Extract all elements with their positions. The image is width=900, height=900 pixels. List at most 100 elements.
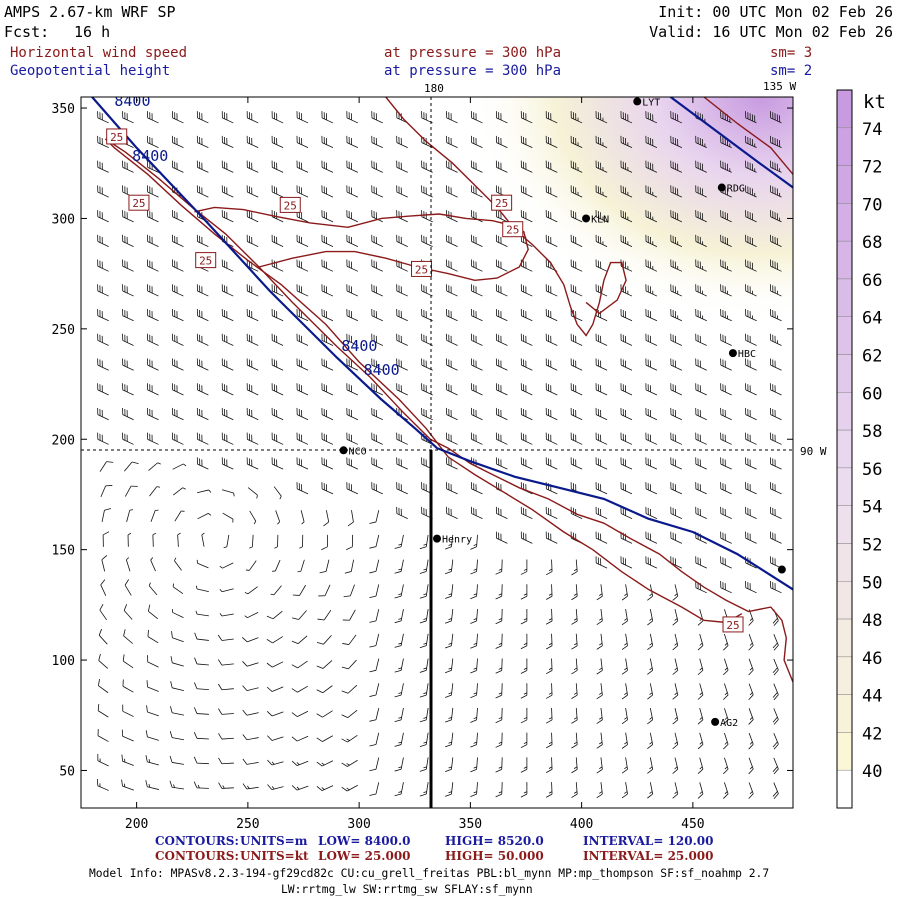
- wind-barb: [346, 534, 353, 551]
- wind-barb: [341, 734, 358, 743]
- wind-barb: [595, 506, 608, 519]
- wind-barb: [545, 757, 553, 773]
- wind-barb: [520, 383, 533, 396]
- wind-barb: [570, 210, 583, 223]
- wind-barb: [446, 259, 458, 272]
- colorbar-label: 66: [862, 271, 882, 291]
- wind-barb: [520, 658, 528, 674]
- wind-barb: [145, 780, 160, 790]
- wind-barb: [321, 358, 334, 371]
- station-label-henry: Henry: [442, 535, 472, 546]
- wind-barb: [446, 333, 458, 346]
- wind-barb: [520, 584, 528, 600]
- wind-barb: [171, 631, 184, 643]
- wind-barb: [545, 609, 553, 625]
- wind-barb: [647, 732, 654, 749]
- wind-barb: [147, 432, 159, 445]
- wind-barb: [246, 457, 259, 470]
- wind-barb: [495, 185, 508, 198]
- wind-barb: [316, 685, 333, 694]
- wind-barb: [645, 358, 658, 371]
- colorbar-label: 62: [862, 347, 882, 367]
- colorbar-swatch: [836, 732, 853, 771]
- wind-barb: [124, 485, 138, 497]
- footer: CONTOURS: UNITS=m LOW= 8400.0 HIGH= 8520…: [89, 834, 769, 896]
- wind-barb: [672, 757, 679, 774]
- wind-barb: [520, 333, 533, 346]
- wind-barb: [296, 358, 309, 371]
- x-tick-label: 450: [681, 817, 704, 832]
- wind-barb: [695, 284, 707, 297]
- wind-barb: [471, 259, 483, 272]
- wind-barb: [545, 707, 553, 724]
- wind-barb: [341, 784, 358, 792]
- x-tick-label: 350: [459, 817, 482, 832]
- wind-barb: [745, 135, 757, 149]
- wind-barb: [672, 708, 679, 725]
- wind-barb: [291, 635, 308, 645]
- wind-barb: [697, 683, 704, 700]
- wind-barb: [171, 234, 184, 247]
- wind-barb: [495, 658, 503, 674]
- wind-barb: [223, 534, 230, 549]
- wind-barb: [321, 185, 334, 198]
- wind-barb: [595, 432, 608, 445]
- wind-barb: [471, 407, 483, 421]
- wind-barb: [446, 358, 458, 371]
- colorbar-swatch: [836, 278, 853, 317]
- wind-barb: [697, 782, 704, 799]
- wind-barb: [171, 284, 184, 297]
- wind-barb: [123, 604, 133, 620]
- speed-contour-label-box: [491, 194, 513, 211]
- wind-barb: [271, 308, 284, 322]
- wind-barb: [246, 432, 259, 445]
- wind-barb: [645, 234, 658, 247]
- wind-barb: [124, 461, 139, 472]
- wind-barb: [670, 308, 683, 322]
- wind-barb: [394, 757, 404, 772]
- contour-speed-high: HIGH= 50.000: [445, 849, 544, 863]
- wind-barb: [720, 506, 732, 519]
- wind-barb: [341, 709, 358, 718]
- wind-barb: [770, 284, 782, 297]
- wind-barb: [745, 234, 757, 247]
- wind-barb: [520, 160, 533, 173]
- wind-barb: [171, 259, 184, 272]
- wind-barb: [371, 185, 383, 198]
- colorbar-label: 58: [862, 422, 882, 442]
- wind-barb: [217, 634, 234, 641]
- wind-barb: [770, 581, 782, 594]
- wind-barb: [720, 333, 732, 346]
- height-contour-label: 8400: [341, 337, 377, 355]
- colorbar-swatch: [836, 656, 853, 695]
- wind-barb: [745, 333, 757, 346]
- wind-barb: [470, 732, 478, 748]
- wind-barb: [371, 160, 383, 173]
- wind-barb: [520, 432, 533, 445]
- wind-barb: [723, 658, 729, 676]
- wind-barb: [421, 383, 433, 396]
- wind-barb: [471, 482, 483, 495]
- height-contour-ne: [669, 97, 793, 189]
- wind-barb: [249, 534, 254, 549]
- wind-barb: [595, 234, 608, 247]
- wind-barb: [196, 234, 209, 247]
- colorbar-label: 68: [862, 233, 882, 253]
- wind-barb: [147, 655, 159, 668]
- wind-barb: [720, 556, 732, 569]
- wind-barb: [695, 135, 707, 149]
- wind-barb: [396, 284, 408, 297]
- wind-barb: [495, 432, 508, 445]
- wind-barb: [421, 234, 433, 247]
- wind-barb: [196, 333, 209, 346]
- wind-barb: [346, 308, 359, 322]
- wind-barb: [520, 782, 528, 798]
- speed-contour-label: 25: [110, 131, 123, 144]
- wind-barb: [520, 284, 533, 297]
- wind-barb: [645, 160, 658, 173]
- wind-barb: [720, 259, 732, 272]
- wind-barb: [246, 407, 259, 421]
- contour-speed-prefix: CONTOURS:: [155, 849, 239, 863]
- wind-barb: [446, 457, 458, 470]
- wind-barb: [174, 557, 182, 571]
